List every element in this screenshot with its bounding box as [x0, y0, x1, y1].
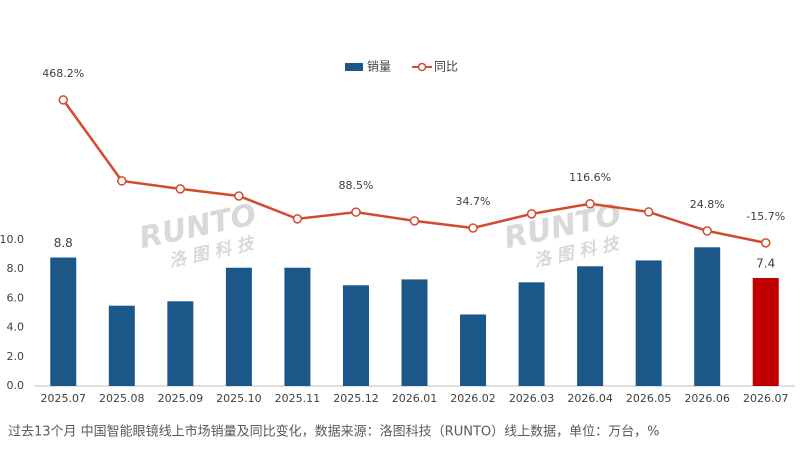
x-tick-label: 2026.06 [684, 392, 730, 405]
line-marker [175, 184, 186, 194]
x-tick-label: 2025.08 [99, 392, 145, 405]
data-label: 34.7% [456, 195, 491, 208]
y-tick-label: 4.0 [7, 321, 25, 334]
legend-swatch [345, 63, 363, 71]
x-tick-label: 2026.07 [743, 392, 789, 405]
line-marker [468, 223, 478, 233]
legend-swatch [417, 62, 427, 72]
line-marker [117, 176, 127, 186]
x-tick-label: 2026.04 [567, 392, 613, 405]
line-marker [58, 95, 69, 105]
y-tick-label: 6.0 [7, 291, 25, 304]
line-marker [292, 214, 303, 224]
x-tick-label: 2025.11 [275, 392, 321, 405]
bar [460, 314, 487, 386]
data-label: 8.8 [54, 236, 73, 250]
x-tick-label: 2026.01 [392, 392, 438, 405]
data-label: 88.5% [338, 179, 373, 192]
data-label: 468.2% [42, 67, 84, 80]
y-tick-label: 2.0 [7, 350, 25, 363]
bar [108, 305, 135, 386]
bar [284, 267, 311, 386]
x-tick-label: 2025.09 [158, 392, 204, 405]
data-label: 116.6% [569, 171, 611, 184]
x-tick-label: 2026.05 [626, 392, 672, 405]
y-tick-label: 10.0 [0, 233, 24, 246]
y-tick-label: 8.0 [7, 262, 25, 275]
bar [752, 277, 779, 386]
legend-label: 同比 [434, 60, 458, 74]
line-marker [351, 207, 361, 217]
y-tick-label: 0.0 [7, 379, 25, 392]
line-marker [526, 209, 537, 219]
line-marker [760, 238, 771, 248]
line-marker [409, 216, 420, 226]
x-tick-label: 2026.03 [509, 392, 555, 405]
bar [635, 260, 662, 386]
bar [694, 247, 721, 386]
chart-note: 过去13个月 中国智能眼镜线上市场销量及同比变化，数据来源：洛图科技（RUNTO… [8, 424, 659, 440]
bar [401, 279, 428, 386]
line-marker [643, 207, 654, 217]
bar [342, 285, 369, 386]
data-label: 24.8% [690, 198, 725, 211]
data-label: -15.7% [746, 210, 785, 223]
x-tick-label: 2026.02 [450, 392, 496, 405]
x-tick-label: 2025.10 [216, 392, 262, 405]
line-marker [702, 226, 712, 236]
data-label: 7.4 [756, 256, 775, 270]
bar [518, 282, 545, 386]
bar [577, 266, 604, 386]
bar [167, 301, 194, 386]
line-marker [234, 191, 244, 201]
legend-label: 销量 [367, 60, 391, 74]
bar [50, 257, 77, 386]
line-marker [585, 199, 595, 209]
x-tick-label: 2025.12 [333, 392, 379, 405]
bar [225, 267, 252, 386]
x-tick-label: 2025.07 [41, 392, 87, 405]
